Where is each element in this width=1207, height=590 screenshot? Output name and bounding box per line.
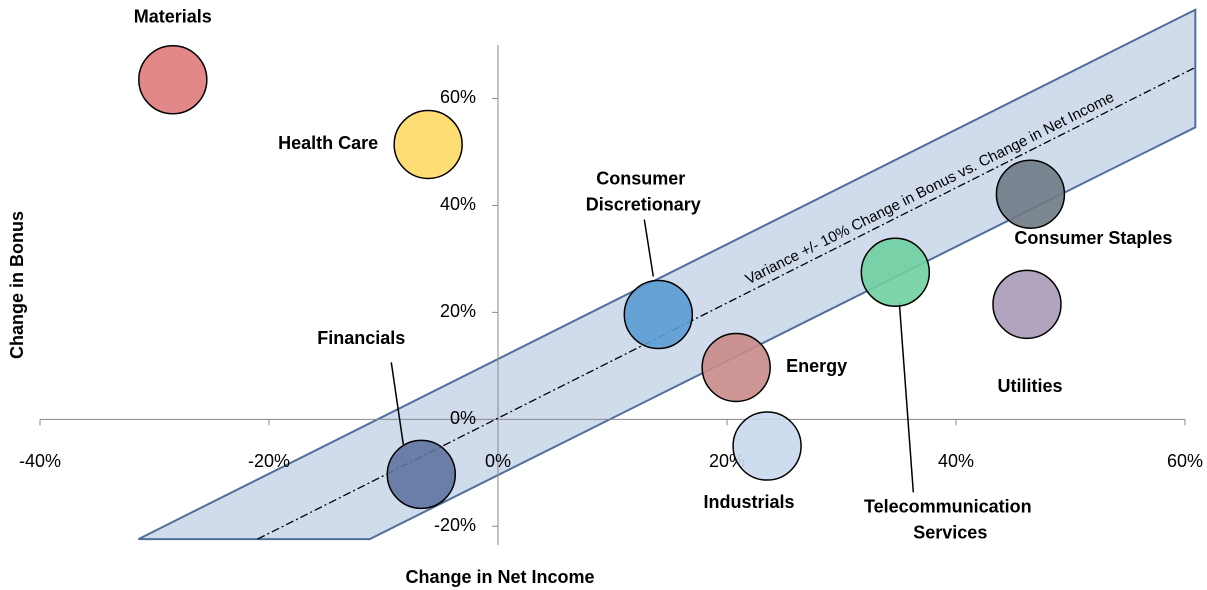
bubble-label: Energy [786, 356, 847, 376]
bubble [995, 159, 1066, 229]
leader-line [390, 362, 405, 445]
bubble-label: Health Care [278, 133, 378, 153]
x-tick-label: 40% [938, 451, 974, 471]
bubble [393, 109, 463, 180]
bubble-label: Consumer Staples [1014, 228, 1172, 248]
bubble-label: Financials [317, 328, 405, 348]
y-tick-label: 60% [440, 87, 476, 107]
y-tick-label: -20% [434, 515, 476, 535]
trend-line [257, 66, 1196, 540]
bubble-label: Materials [134, 7, 212, 27]
y-tick-label: 20% [440, 301, 476, 321]
bubble-label: Telecommunication Services [864, 496, 1037, 542]
bubble [138, 45, 208, 115]
bubble-label: Consumer Discretionary [586, 168, 701, 214]
bubble [992, 269, 1062, 340]
bubble [623, 279, 694, 350]
x-tick-label: 60% [1167, 451, 1203, 471]
bubble-label: Industrials [704, 492, 795, 512]
bubble [732, 411, 802, 481]
leader-line [643, 219, 655, 277]
bubble [701, 332, 771, 403]
bubble-label: Utilities [997, 376, 1062, 396]
y-tick-label: 40% [440, 194, 476, 214]
variance-band [138, 8, 1197, 541]
x-tick-label: 0% [485, 451, 511, 471]
bubble [860, 237, 931, 308]
y-axis-label: Change in Bonus [7, 211, 27, 359]
x-axis-label: Change in Net Income [405, 567, 594, 587]
bubble [386, 439, 457, 510]
x-tick-label: -20% [248, 451, 290, 471]
x-tick-label: -40% [19, 451, 61, 471]
y-tick-label: 0% [450, 408, 476, 428]
leader-line [898, 302, 915, 493]
